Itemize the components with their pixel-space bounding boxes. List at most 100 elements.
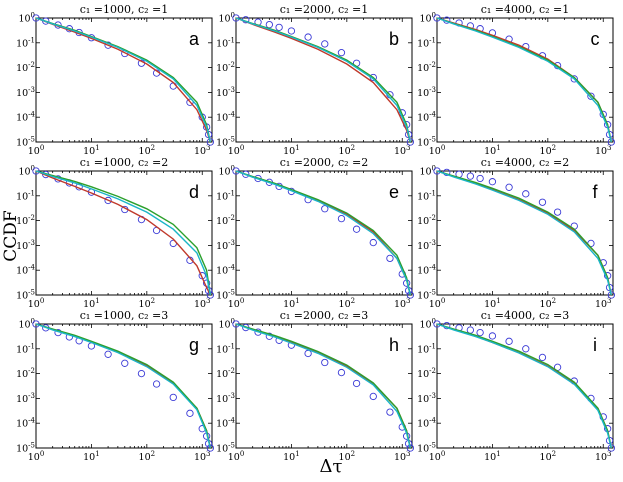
data-point: [386, 254, 394, 263]
data-point: [321, 205, 329, 213]
x-tick-label: 102: [139, 450, 156, 463]
data-point: [206, 444, 214, 452]
plot-frame: [35, 323, 213, 449]
series-line-1: [35, 17, 211, 143]
y-tick-label: 10-1: [216, 342, 235, 355]
series-line-3: [235, 17, 411, 143]
panel-title: c₁ =4000, c₂ =1: [481, 3, 570, 16]
x-tick-label: 103: [394, 450, 411, 463]
plot-frame: [436, 170, 614, 296]
data-point: [369, 238, 377, 247]
data-point: [232, 14, 240, 22]
data-point: [304, 33, 312, 41]
series-line-3: [35, 323, 211, 449]
y-tick-label: 10-2: [16, 61, 35, 74]
panel-c: c₁ =4000, c₂ =1 100 101 102 103 100 10-1 10-2 10…: [417, 3, 615, 157]
series-line-2: [235, 170, 411, 296]
panel-e: c₁ =2000, c₂ =2 100 101 102 103 100 10-1 10-2 10…: [216, 156, 414, 310]
y-tick-label: 10-4: [417, 264, 436, 277]
x-tick-label: 102: [139, 144, 156, 157]
panel-title: c₁ =1000, c₂ =3: [80, 309, 169, 322]
y-tick-label: 100: [419, 165, 436, 178]
y-tick-label: 10-1: [417, 36, 436, 49]
y-tick-label: 10-1: [417, 189, 436, 202]
y-tick-label: 10-3: [216, 392, 235, 405]
y-tick-label: 10-2: [16, 367, 35, 380]
y-tick-label: 100: [419, 12, 436, 25]
y-tick-label: 10-2: [216, 367, 235, 380]
y-tick-label: 10-4: [417, 417, 436, 430]
x-tick-label: 100: [28, 297, 45, 310]
data-point: [321, 358, 329, 367]
series-line-2: [436, 323, 612, 449]
y-tick-label: 10-5: [16, 136, 35, 149]
series-line-1: [436, 170, 612, 296]
y-tick-label: 10-3: [216, 86, 235, 99]
data-point: [287, 27, 296, 35]
data-point: [337, 214, 346, 223]
y-tick-label: 10-3: [216, 239, 235, 252]
series-line-3: [235, 170, 411, 296]
x-tick-label: 102: [339, 144, 356, 157]
data-point: [265, 20, 274, 29]
panel-g: c₁ =1000, c₂ =3 100 101 102 103 100 10-1 10-2 10…: [16, 309, 214, 463]
data-point: [505, 337, 513, 345]
y-tick-label: 10-5: [417, 136, 436, 149]
data-point: [121, 359, 129, 367]
y-tick-label: 10-3: [417, 392, 436, 405]
plot-frame: [436, 323, 614, 449]
y-tick-label: 10-2: [216, 61, 235, 74]
panel-letter: a: [189, 29, 200, 49]
data-point: [553, 208, 562, 216]
series-line-1: [235, 17, 411, 143]
x-tick-label: 100: [228, 144, 245, 157]
data-point: [488, 332, 497, 340]
y-tick-label: 10-4: [16, 111, 35, 124]
y-tick-label: 10-5: [417, 289, 436, 302]
x-tick-label: 103: [194, 144, 211, 157]
x-tick-label: 103: [194, 450, 211, 463]
data-point: [538, 198, 547, 206]
series-line-2: [35, 17, 211, 143]
x-tick-label: 101: [83, 144, 100, 157]
plot-frame: [35, 170, 213, 296]
data-point: [466, 172, 475, 180]
panel-title: c₁ =4000, c₂ =3: [481, 309, 570, 322]
series-line-3: [35, 170, 211, 296]
plot-frame: [235, 323, 413, 449]
x-tick-label: 101: [83, 297, 100, 310]
panel-letter: h: [389, 335, 399, 355]
data-point: [488, 178, 497, 186]
data-point: [406, 291, 414, 299]
plot-frame: [235, 17, 413, 143]
y-tick-label: 100: [419, 318, 436, 331]
y-tick-label: 100: [18, 12, 35, 25]
series-line-3: [436, 170, 612, 296]
data-point: [32, 14, 40, 22]
y-tick-label: 10-2: [417, 61, 436, 74]
data-point: [32, 320, 40, 328]
y-axis-label: CCDF: [1, 210, 21, 262]
data-point: [433, 320, 441, 328]
data-point: [522, 345, 530, 353]
x-tick-label: 101: [283, 144, 300, 157]
data-point: [607, 444, 615, 452]
panel-i: c₁ =4000, c₂ =3 100 101 102 103 100 10-1 10-2 10…: [417, 309, 615, 463]
x-tick-label: 103: [595, 450, 612, 463]
x-tick-label: 102: [540, 144, 557, 157]
x-tick-label: 102: [339, 297, 356, 310]
data-point: [538, 353, 547, 362]
data-point: [386, 408, 394, 416]
y-tick-label: 10-2: [417, 214, 436, 227]
y-tick-label: 10-1: [16, 36, 35, 49]
data-point: [476, 328, 484, 337]
y-tick-label: 10-2: [417, 367, 436, 380]
data-point: [607, 138, 615, 146]
panel-letter: b: [389, 29, 399, 49]
panel-title: c₁ =2000, c₂ =2: [280, 156, 369, 169]
data-point: [337, 49, 346, 57]
x-tick-label: 100: [429, 297, 446, 310]
x-tick-label: 103: [394, 144, 411, 157]
series-line-2: [235, 323, 411, 449]
panel-letter: i: [593, 335, 597, 355]
